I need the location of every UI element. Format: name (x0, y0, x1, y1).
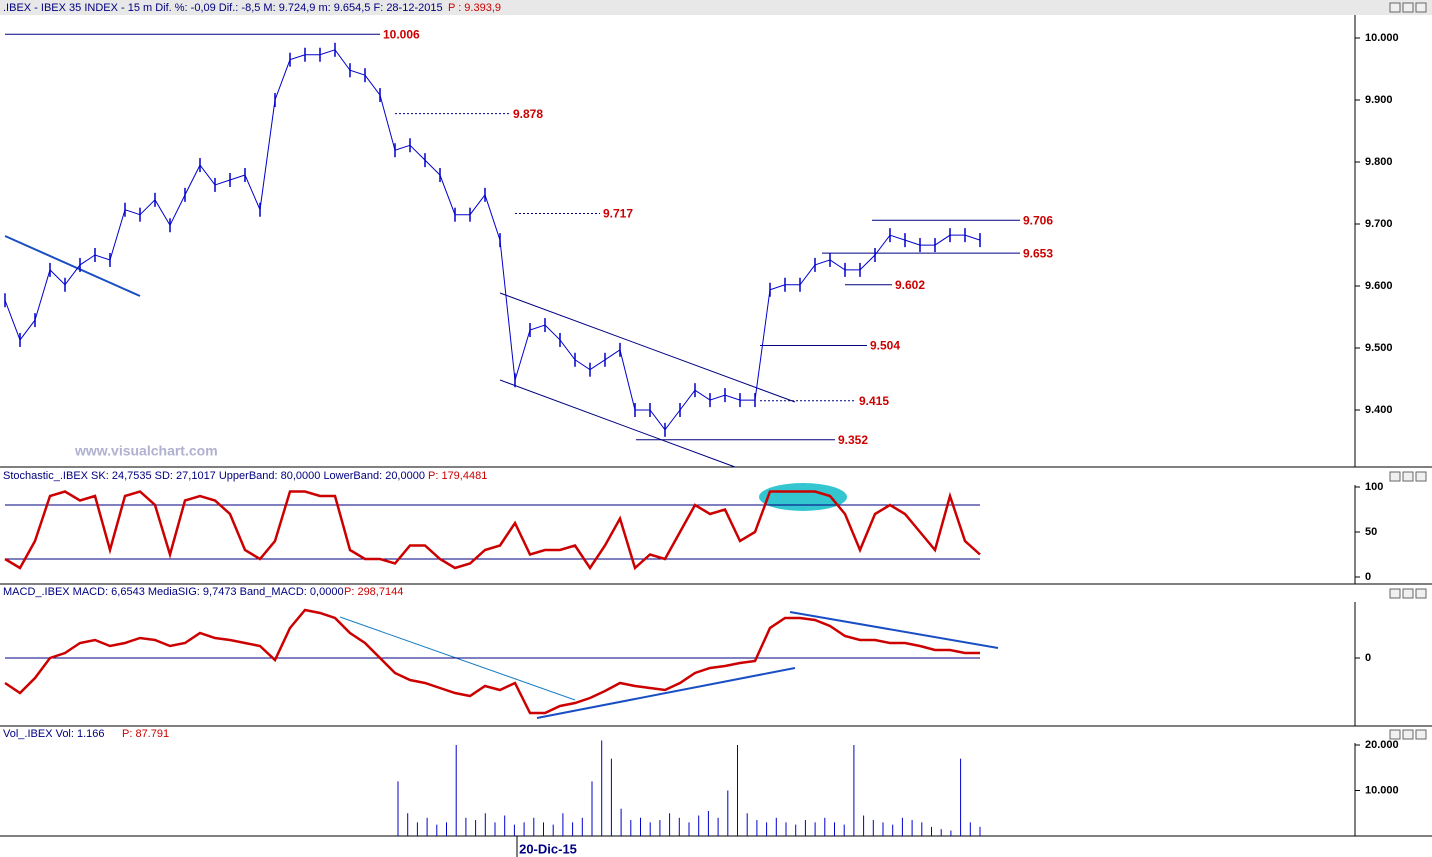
level-label: 9.717 (603, 207, 633, 221)
level-label: 10.006 (383, 27, 420, 41)
header-text: .IBEX - IBEX 35 INDEX - 15 m Dif. %: -0,… (3, 2, 443, 14)
header-bar (0, 0, 1432, 15)
y-tick-label: 9.900 (1365, 94, 1393, 106)
series-line (4, 49, 981, 431)
stoch-title: Stochastic_.IBEX SK: 24,7535 SD: 27,1017… (3, 470, 425, 482)
trend-lines (4, 235, 999, 719)
level-label: 9.706 (1023, 213, 1053, 227)
level-label: 9.653 (1023, 246, 1053, 260)
y-tick-label: 9.700 (1365, 218, 1393, 230)
vol-title: Vol_.IBEX Vol: 1.166 (3, 728, 105, 740)
window-buttons[interactable] (1389, 2, 1427, 740)
y-tick-label: 10.000 (1365, 784, 1399, 796)
macd-title: MACD_.IBEX MACD: 6,6543 MediaSIG: 9,7473… (3, 586, 344, 598)
y-tick-label: 0 (1365, 571, 1371, 583)
date-label: 20-Dic-15 (519, 841, 577, 856)
series-line (4, 490, 981, 571)
y-tick-label: 20.000 (1365, 739, 1399, 751)
y-tick-label: 9.400 (1365, 404, 1393, 416)
watermark: www.visualchart.com (74, 443, 218, 459)
panel-borders (0, 15, 1432, 837)
series-line (4, 608, 980, 715)
y-tick-label: 50 (1365, 526, 1377, 538)
y-tick-label: 0 (1365, 652, 1371, 664)
level-label: 9.415 (859, 394, 889, 408)
macd-p: P: 298,7144 (344, 586, 403, 598)
y-tick-label: 9.500 (1365, 342, 1393, 354)
vol-p: P: 87.791 (122, 728, 169, 740)
stoch-p: P: 179,4481 (428, 470, 487, 482)
y-tick-label: 10.000 (1365, 32, 1399, 44)
y-tick-label: 100 (1365, 481, 1383, 493)
header-price: P : 9.393,9 (448, 2, 501, 14)
level-label: 9.352 (838, 433, 868, 447)
level-label: 9.504 (870, 339, 900, 353)
y-tick-label: 9.600 (1365, 280, 1393, 292)
level-label: 9.602 (895, 278, 925, 292)
level-label: 9.878 (513, 107, 543, 121)
y-tick-label: 9.800 (1365, 156, 1393, 168)
